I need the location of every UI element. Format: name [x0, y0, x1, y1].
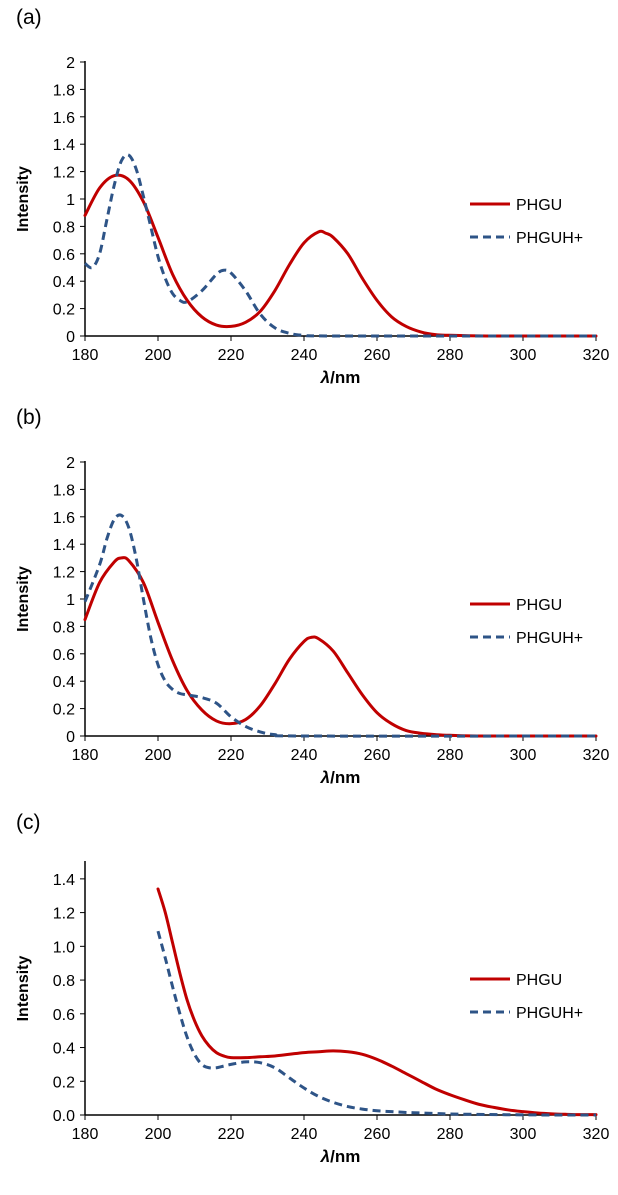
- y-tick-label: 1.8: [53, 82, 75, 99]
- y-axis-label: Intensity: [15, 166, 32, 232]
- series-line-phgu: [83, 173, 598, 338]
- y-tick-label: 1: [66, 192, 75, 209]
- y-tick-label: 0.6: [53, 247, 75, 264]
- y-tick-label: 0.6: [53, 647, 75, 664]
- x-tick-label: 280: [437, 347, 464, 364]
- x-tick-label: 180: [72, 347, 99, 364]
- x-axis-label: λ/nm: [320, 768, 361, 785]
- x-axis-label: λ/nm: [320, 368, 361, 385]
- y-tick-label: 0.2: [53, 302, 75, 319]
- x-tick-label: 240: [291, 747, 318, 764]
- x-tick-label: 320: [583, 747, 610, 764]
- x-tick-label: 320: [583, 347, 610, 364]
- chart-svg-c: 0.0 0.2 0.4 0.6 0.8 1.0 1.2 1.4 180 200 220 240 260 2…: [15, 861, 610, 1166]
- series-line-phguh: [83, 513, 597, 738]
- y-tick-label: 1.2: [53, 165, 75, 182]
- y-tick-label: 1.4: [53, 872, 75, 889]
- legend-label-phguh: PHGUH+: [516, 630, 583, 647]
- x-axis-label-symbol: λ: [320, 368, 330, 385]
- x-axis-label-symbol: λ: [320, 768, 330, 785]
- y-tick-label: 1.2: [53, 565, 75, 582]
- y-tick-label: 1.4: [53, 537, 75, 554]
- x-tick-label: 240: [291, 1126, 318, 1143]
- y-tick-label: 1.6: [53, 110, 75, 127]
- x-tick-label: 280: [437, 747, 464, 764]
- chart-panel-c: (c) 0.0 0.2 0.4 0.6 0.8 1.0 1.2 1.4 180 200 220 240…: [0, 805, 618, 1190]
- y-tick-label: 1: [66, 592, 75, 609]
- y-tick-label: 0.8: [53, 973, 75, 990]
- x-tick-label: 220: [218, 347, 245, 364]
- chart-panel-a: (a) 0 0.2 0.4 0.6 0.8 1 1.2 1.4 1.6 1.8 2 180 200 220…: [0, 0, 618, 385]
- chart-panel-b: (b) 0 0.2 0.4 0.6 0.8 1 1.2 1.4 1.6 1.8 2 180 200 220…: [0, 400, 618, 785]
- x-tick-label: 220: [218, 1126, 245, 1143]
- legend-label-phgu: PHGU: [516, 597, 562, 614]
- x-axis-label-unit: /nm: [330, 1147, 360, 1166]
- x-tick-label: 300: [510, 1126, 537, 1143]
- x-axis-label-unit: /nm: [330, 368, 360, 385]
- y-tick-label: 0.8: [53, 219, 75, 236]
- x-tick-label: 220: [218, 747, 245, 764]
- x-tick-label: 280: [437, 1126, 464, 1143]
- x-tick-label: 260: [364, 1126, 391, 1143]
- y-axis-label: Intensity: [15, 566, 32, 632]
- y-tick-label: 0.4: [53, 274, 75, 291]
- series-line-phgu: [156, 887, 598, 1117]
- panel-label-a: (a): [16, 6, 42, 29]
- y-tick-label: 0.8: [53, 619, 75, 636]
- panel-label-c: (c): [16, 811, 41, 834]
- y-tick-label: 0: [66, 729, 75, 746]
- y-tick-label: 0.4: [53, 674, 75, 691]
- legend-label-phguh: PHGUH+: [516, 1005, 583, 1022]
- x-tick-label: 300: [510, 747, 537, 764]
- x-tick-label: 200: [145, 347, 172, 364]
- y-tick-label: 0: [66, 329, 75, 346]
- y-tick-label: 0.0: [53, 1108, 75, 1125]
- series-line-phgu: [83, 556, 598, 738]
- chart-svg-a: 0 0.2 0.4 0.6 0.8 1 1.2 1.4 1.6 1.8 2 180 200 220 240 2…: [15, 55, 610, 385]
- y-tick-label: 0.4: [53, 1041, 75, 1058]
- y-axis-label: Intensity: [15, 956, 32, 1022]
- x-tick-label: 200: [145, 1126, 172, 1143]
- legend-label-phgu: PHGU: [516, 972, 562, 989]
- x-axis-label: λ/nm: [320, 1147, 361, 1166]
- y-tick-label: 2: [66, 55, 75, 72]
- chart-svg-b: 0 0.2 0.4 0.6 0.8 1 1.2 1.4 1.6 1.8 2 180 200 220 240 2…: [15, 455, 610, 785]
- y-tick-label: 1.0: [53, 939, 75, 956]
- x-tick-label: 180: [72, 1126, 99, 1143]
- x-tick-label: 240: [291, 347, 318, 364]
- x-tick-label: 320: [583, 1126, 610, 1143]
- x-tick-label: 260: [364, 747, 391, 764]
- legend-label-phguh: PHGUH+: [516, 230, 583, 247]
- series-line-phguh: [84, 153, 597, 338]
- x-tick-label: 260: [364, 347, 391, 364]
- x-axis-label-symbol: λ: [320, 1147, 330, 1166]
- x-axis-label-unit: /nm: [330, 768, 360, 785]
- y-tick-label: 0.2: [53, 1074, 75, 1091]
- panel-label-b: (b): [16, 406, 42, 429]
- y-tick-label: 2: [66, 455, 75, 472]
- y-tick-label: 0.2: [53, 702, 75, 719]
- legend-label-phgu: PHGU: [516, 197, 562, 214]
- y-tick-label: 1.2: [53, 906, 75, 923]
- x-tick-label: 300: [510, 347, 537, 364]
- y-tick-label: 1.8: [53, 482, 75, 499]
- series-line-phguh: [156, 930, 597, 1117]
- y-tick-label: 1.6: [53, 510, 75, 527]
- x-tick-label: 200: [145, 747, 172, 764]
- y-tick-label: 1.4: [53, 137, 75, 154]
- x-tick-label: 180: [72, 747, 99, 764]
- y-tick-label: 0.6: [53, 1007, 75, 1024]
